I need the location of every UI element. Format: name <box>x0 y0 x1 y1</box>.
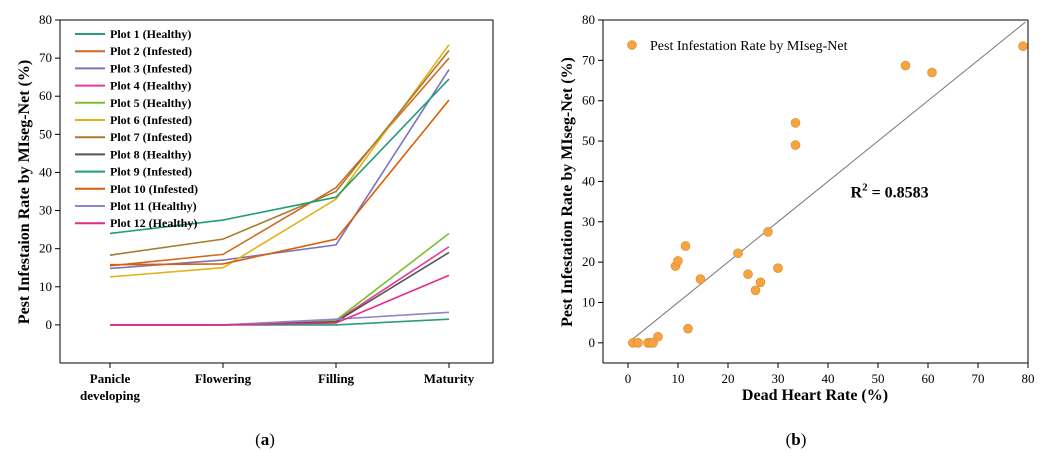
legend-label: Plot 10 (Infested) <box>110 182 198 196</box>
x-tick-label: Panicle <box>90 371 131 386</box>
x-tick-label: Flowering <box>195 371 252 386</box>
plot-a-legend: Plot 1 (Healthy) Plot 2 (Infested) Plot 3 … <box>75 27 198 230</box>
plot-a-y-axis-label: Pest Infestaion Rate by MIseg-Net (%) <box>16 60 33 324</box>
x-tick-label: 30 <box>772 371 785 386</box>
scatter-point <box>750 285 761 296</box>
scatter-point <box>900 60 911 71</box>
legend-label: Plot 8 (Healthy) <box>110 147 191 161</box>
legend-label: Plot 12 (Healthy) <box>110 216 197 230</box>
scatter-point <box>763 227 773 237</box>
x-tick-label: 10 <box>672 371 685 386</box>
y-tick-label: 0 <box>589 335 596 350</box>
x-tick-label: 80 <box>1022 371 1035 386</box>
scatter-point <box>680 241 691 251</box>
plot-b-y-ticks: 0 10 20 30 40 50 60 70 80 <box>582 12 603 350</box>
y-tick-label: 60 <box>582 93 595 108</box>
y-tick-label: 70 <box>39 50 52 65</box>
x-tick-label: Maturity <box>424 371 475 386</box>
y-tick-label: 20 <box>582 254 595 269</box>
y-tick-label: 10 <box>582 294 595 309</box>
line-chart-panel: 0 10 20 30 40 50 60 70 80 Panicle developing Flowe… <box>16 12 494 449</box>
legend-label: Plot 1 (Healthy) <box>110 27 191 41</box>
y-tick-label: 40 <box>39 164 52 179</box>
y-tick-label: 20 <box>39 241 52 256</box>
scatter-point <box>733 248 743 259</box>
y-tick-label: 50 <box>39 126 52 141</box>
y-tick-label: 60 <box>39 88 52 103</box>
scatter-point <box>673 256 683 266</box>
legend-label: Plot 9 (Infested) <box>110 165 192 179</box>
y-tick-label: 80 <box>582 12 595 27</box>
legend-label: Plot 5 (Healthy) <box>110 96 191 110</box>
scatter-point <box>755 277 766 288</box>
scatter-chart-panel: 0 10 20 30 40 50 60 70 80 0 10 20 30 40 50 60 70 80 Pest… <box>559 12 1035 449</box>
series-line <box>109 49 450 256</box>
plot-a-x-ticks: Panicle developing Flowering Filling Maturit… <box>80 363 475 403</box>
scatter-point <box>790 140 801 150</box>
series-line <box>110 251 450 326</box>
r-squared-annotation: R2 = 0.8583 <box>851 182 929 202</box>
scatter-point <box>653 331 663 342</box>
plot-a-caption: (a) <box>255 430 275 449</box>
plot-b-fit-line <box>627 21 1026 344</box>
legend-label: Plot 4 (Healthy) <box>110 79 191 93</box>
plot-b-x-axis-label: Dead Heart Rate (%) <box>742 387 888 404</box>
plot-b-y-axis-label: Pest Infestation Rate by MIseg-Net (%) <box>559 57 576 327</box>
x-tick-label: Filling <box>318 371 355 386</box>
legend-label: Plot 7 (Infested) <box>110 130 192 144</box>
plot-b-legend: Pest Infestation Rate by MIseg-Net <box>627 39 848 54</box>
scatter-point <box>683 323 693 334</box>
x-tick-label: 70 <box>972 371 985 386</box>
y-tick-label: 80 <box>39 12 52 27</box>
x-tick-label: 40 <box>822 371 835 386</box>
series-line <box>109 78 450 235</box>
plot-b-caption: (b) <box>786 430 807 449</box>
legend-label: Pest Infestation Rate by MIseg-Net <box>650 39 848 54</box>
x-tick-label: 20 <box>722 371 735 386</box>
legend-label: Plot 3 (Infested) <box>110 61 192 75</box>
scatter-point <box>695 274 706 284</box>
scatter-point <box>773 263 783 273</box>
y-tick-label: 50 <box>582 133 595 148</box>
x-tick-label: developing <box>80 388 140 403</box>
regression-line <box>627 21 1026 344</box>
series-line <box>110 246 450 326</box>
plot-b-points <box>628 41 1028 348</box>
plot-a-series-lines <box>109 44 450 326</box>
y-tick-label: 70 <box>582 52 595 67</box>
scatter-point <box>790 118 801 128</box>
y-tick-label: 30 <box>39 203 52 218</box>
x-tick-label: 50 <box>872 371 885 386</box>
scatter-point <box>633 338 643 348</box>
y-tick-label: 30 <box>582 214 595 229</box>
y-tick-label: 0 <box>46 317 53 332</box>
legend-label: Plot 11 (Healthy) <box>110 199 197 213</box>
scatter-point <box>743 269 753 280</box>
scatter-point <box>927 67 937 78</box>
plot-b-x-ticks: 0 10 20 30 40 50 60 70 80 <box>625 363 1035 386</box>
scatter-point <box>1018 41 1028 52</box>
y-tick-label: 10 <box>39 279 52 294</box>
legend-label: Plot 2 (Infested) <box>110 44 192 58</box>
series-line <box>109 99 450 266</box>
legend-marker <box>627 40 637 50</box>
plot-a-y-ticks: 0 10 20 30 40 50 60 70 80 <box>39 12 60 332</box>
legend-label: Plot 6 (Infested) <box>110 113 192 127</box>
x-tick-label: 60 <box>922 371 935 386</box>
series-line <box>110 274 450 326</box>
y-tick-label: 40 <box>582 173 595 188</box>
x-tick-label: 0 <box>625 371 632 386</box>
